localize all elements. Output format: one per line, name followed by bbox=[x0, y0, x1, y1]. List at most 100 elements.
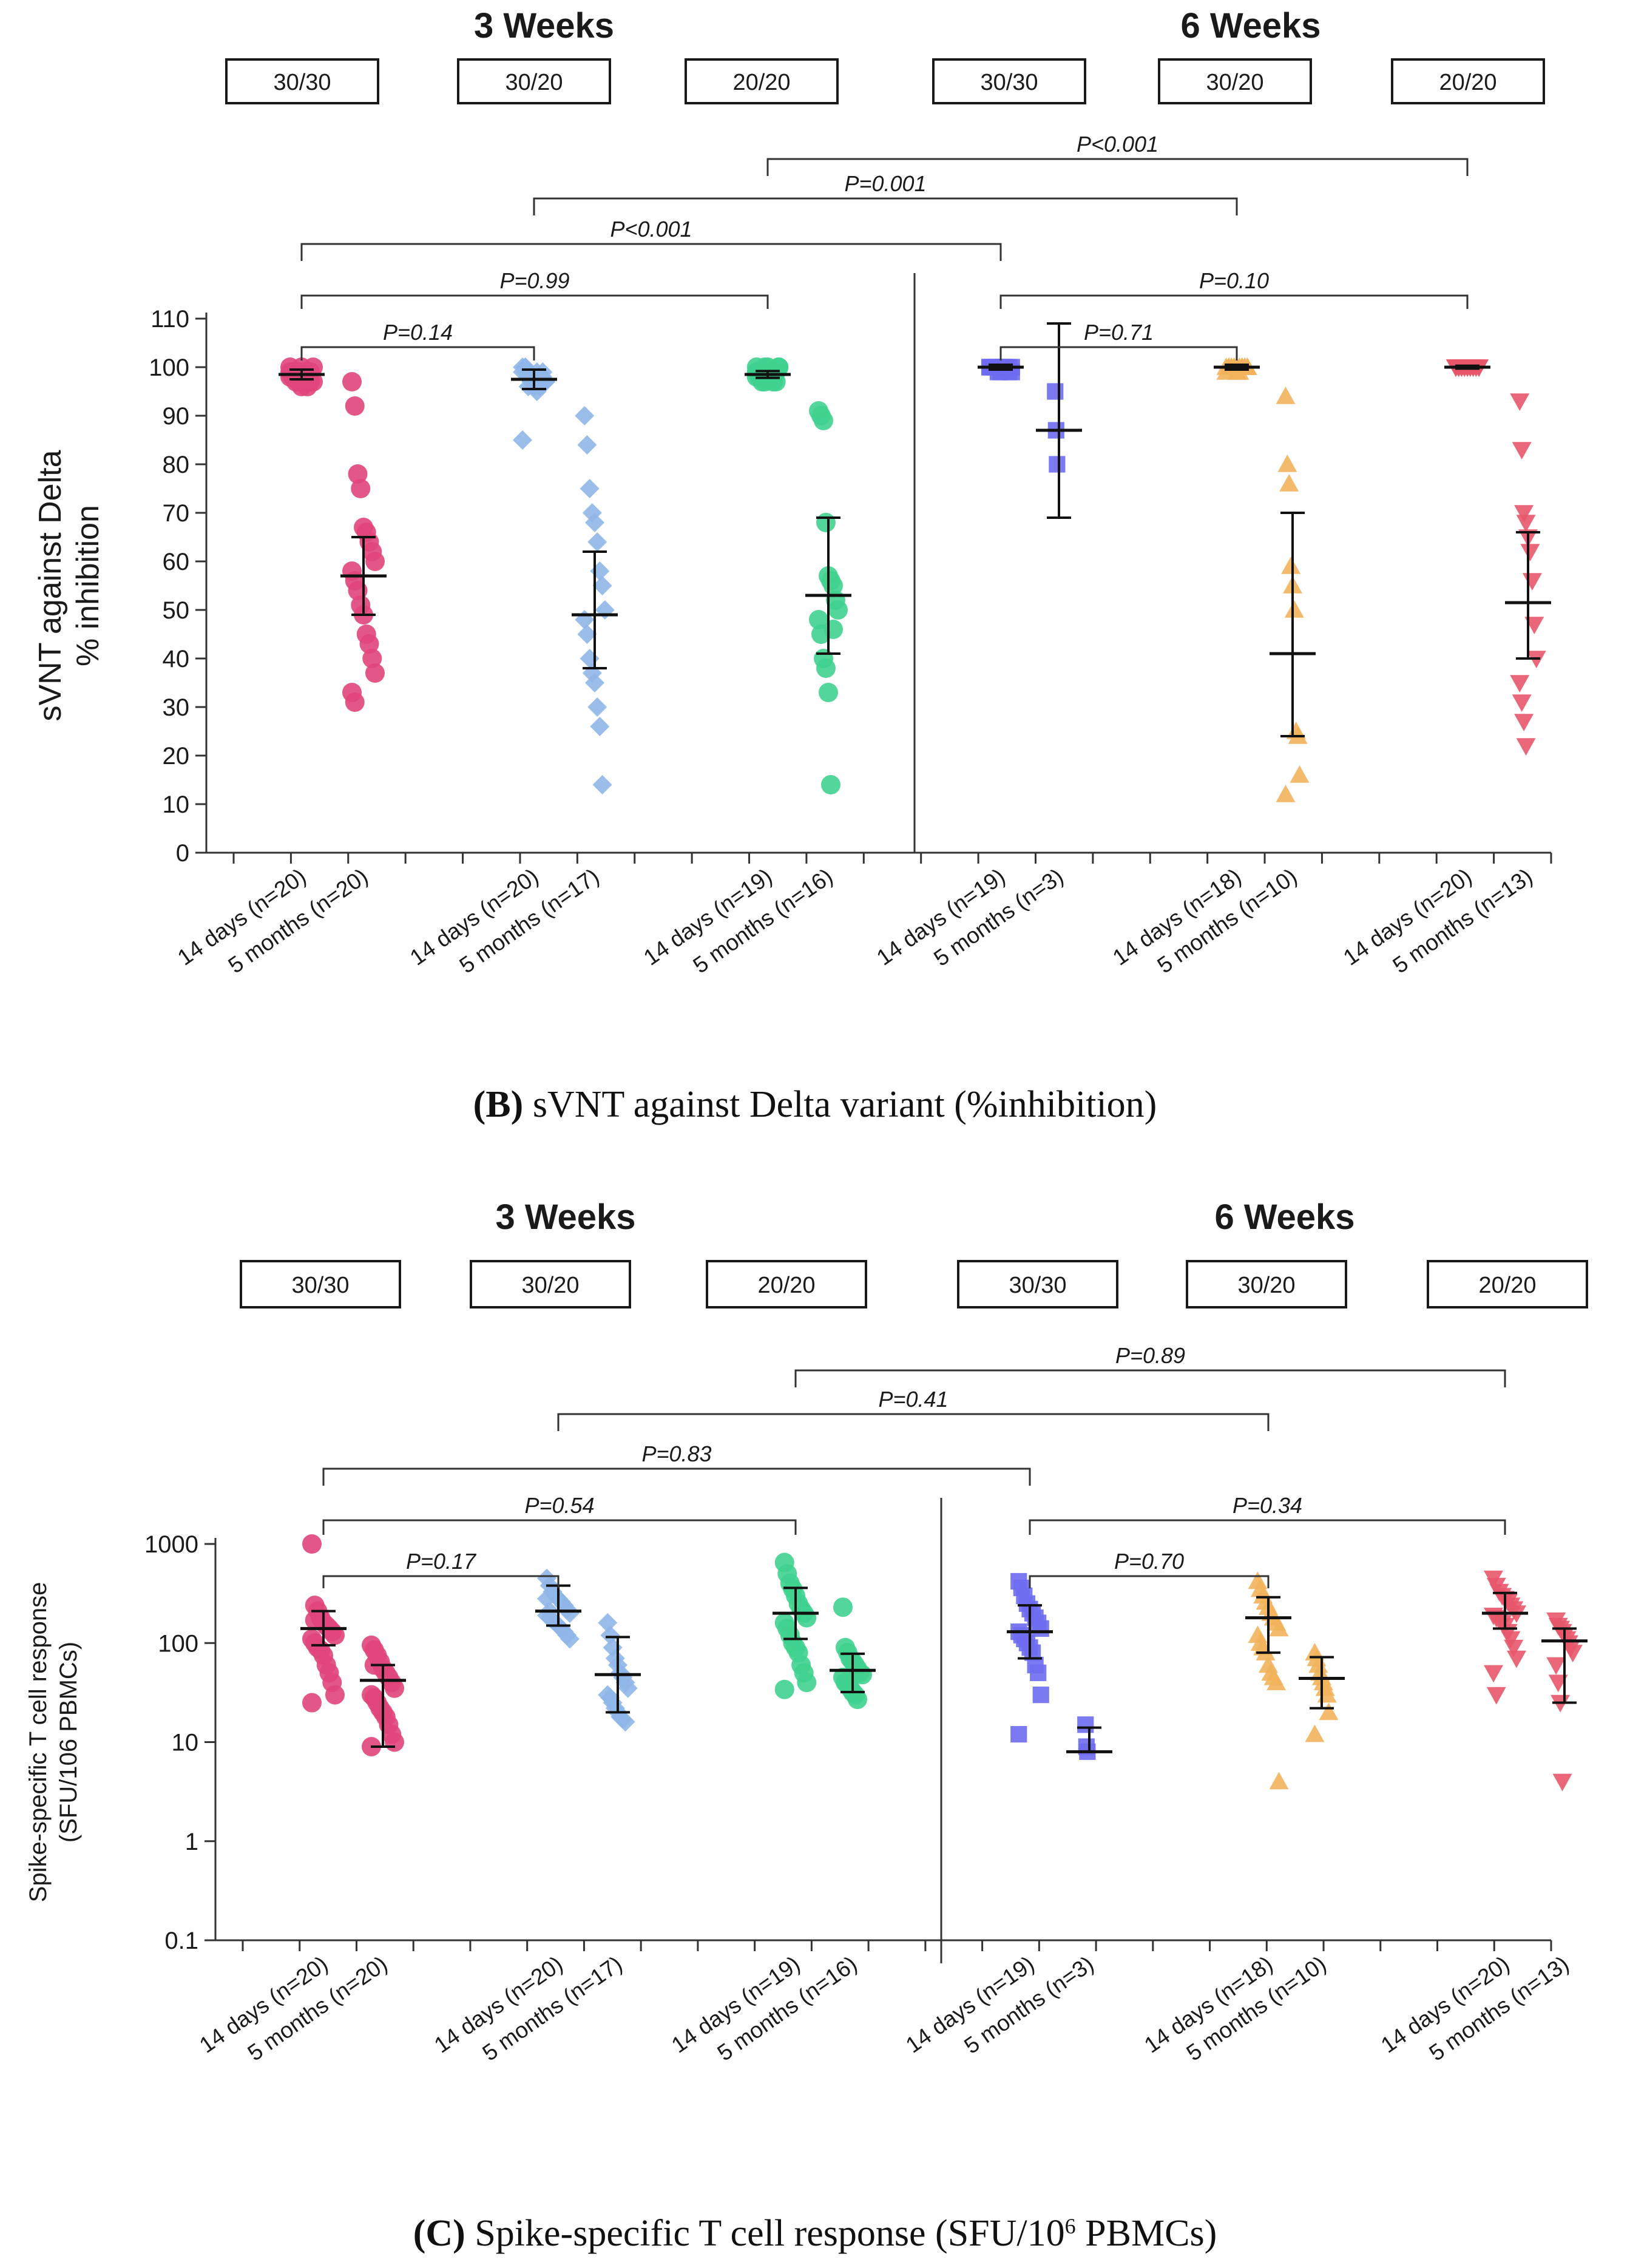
data-point bbox=[342, 372, 362, 391]
data-point bbox=[560, 1629, 580, 1649]
y-axis-label-line1: sVNT against Delta bbox=[33, 450, 68, 721]
figure-caption: (C) Spike-specific T cell response (SFU/… bbox=[413, 2213, 1217, 2254]
data-point bbox=[385, 1732, 404, 1752]
data-point bbox=[821, 775, 840, 794]
data-point bbox=[814, 411, 833, 430]
p-value-label: P=0.41 bbox=[878, 1387, 948, 1412]
data-point bbox=[774, 1679, 794, 1699]
p-value-label: P=0.17 bbox=[406, 1549, 477, 1574]
data-point bbox=[585, 513, 604, 532]
y-tick-label: 20 bbox=[163, 743, 190, 770]
data-point bbox=[1520, 544, 1540, 561]
data-point bbox=[590, 561, 610, 581]
data-point bbox=[1524, 617, 1544, 634]
significance-bracket bbox=[322, 1519, 797, 1535]
data-point bbox=[592, 775, 612, 794]
data-point bbox=[575, 610, 595, 629]
data-point bbox=[1279, 474, 1299, 492]
y-axis-label: Spike-specific T cell response (SFU/106 P… bbox=[25, 1582, 82, 1903]
data-point bbox=[1276, 785, 1296, 802]
caption-superscript: 6 bbox=[1065, 2214, 1076, 2238]
data-point bbox=[1277, 455, 1297, 472]
data-point bbox=[1522, 573, 1542, 591]
y-tick-label: 90 bbox=[163, 403, 190, 430]
data-point bbox=[1269, 1619, 1289, 1637]
significance-bracket bbox=[999, 346, 1238, 361]
data-point bbox=[1546, 1657, 1566, 1675]
p-value-label: P=0.99 bbox=[499, 268, 569, 293]
data-point bbox=[560, 1603, 580, 1623]
regimen-box bbox=[1391, 58, 1545, 104]
data-point bbox=[1514, 505, 1534, 523]
y-tick-label: 0 bbox=[176, 840, 189, 867]
week-title: 6 Weeks bbox=[1180, 6, 1321, 46]
regimen-box bbox=[1158, 58, 1312, 104]
p-value-label: P=0.14 bbox=[383, 320, 453, 345]
regimen-box bbox=[932, 58, 1086, 104]
data-point bbox=[1504, 1639, 1524, 1657]
data-point bbox=[1290, 765, 1310, 783]
y-axis-label: sVNT against Delta% inhibition bbox=[33, 450, 106, 721]
data-point bbox=[797, 1673, 817, 1693]
data-point bbox=[848, 1690, 867, 1710]
data-point bbox=[580, 649, 600, 668]
y-axis-label-line2: (SFU/106 PBMCs) bbox=[55, 1642, 82, 1843]
data-point bbox=[1563, 1645, 1583, 1663]
data-point bbox=[587, 532, 607, 552]
y-tick-label: 30 bbox=[163, 694, 190, 721]
significance-bracket bbox=[557, 1413, 1270, 1431]
y-tick-label: 70 bbox=[163, 500, 190, 527]
significance-bracket bbox=[794, 1369, 1506, 1387]
panel-b: 3 Weeks 6 Weeks 30/30 30/20 20/20 30/30 30/20 2… bbox=[33, 6, 1552, 1125]
data-point bbox=[1269, 1772, 1289, 1790]
data-point bbox=[595, 600, 615, 620]
y-tick-label: 50 bbox=[163, 597, 190, 624]
regimen-box bbox=[470, 1260, 631, 1308]
data-point bbox=[819, 683, 838, 702]
y-tick-label: 10 bbox=[172, 1730, 199, 1756]
week-title: 3 Weeks bbox=[474, 6, 614, 46]
y-tick-label: 10 bbox=[163, 791, 190, 818]
data-point bbox=[1552, 1773, 1572, 1792]
significance-bracket bbox=[300, 294, 769, 309]
significance-bracket bbox=[766, 158, 1469, 176]
y-tick-label: 110 bbox=[150, 306, 189, 333]
data-point bbox=[797, 1608, 817, 1628]
p-value-label: P=0.89 bbox=[1115, 1343, 1185, 1368]
panel-c: 3 Weeks 6 Weeks 30/30 30/20 20/20 30/30 30/20 2… bbox=[25, 1197, 1588, 2254]
data-point bbox=[816, 513, 836, 532]
data-point bbox=[577, 625, 597, 644]
p-value-label: P<0.001 bbox=[610, 217, 692, 242]
significance-bracket bbox=[322, 1467, 1031, 1486]
p-value-label: P=0.54 bbox=[524, 1493, 594, 1518]
significance-bracket bbox=[300, 243, 1002, 261]
regimen-box bbox=[225, 58, 379, 104]
y-tick-label: 100 bbox=[158, 1630, 198, 1657]
y-tick-label: 1000 bbox=[144, 1531, 198, 1558]
data-point bbox=[345, 692, 365, 712]
week-title: 6 Weeks bbox=[1214, 1197, 1354, 1237]
data-point bbox=[1077, 1716, 1094, 1733]
data-point bbox=[536, 372, 555, 391]
data-point bbox=[351, 479, 371, 498]
y-tick-label: 0.1 bbox=[164, 1928, 198, 1954]
regimen-box bbox=[1427, 1260, 1588, 1308]
regimen-label: 30/30 bbox=[1009, 1273, 1066, 1298]
data-point bbox=[1512, 694, 1532, 712]
regimen-box bbox=[706, 1260, 867, 1308]
regimen-label: 20/20 bbox=[1478, 1273, 1536, 1298]
data-point bbox=[585, 673, 604, 692]
data-point bbox=[1510, 675, 1530, 692]
regimen-label: 30/20 bbox=[521, 1273, 579, 1298]
data-point bbox=[823, 620, 843, 639]
data-point bbox=[587, 697, 607, 717]
data-point bbox=[1319, 1702, 1339, 1721]
data-point bbox=[1512, 442, 1532, 459]
data-point bbox=[1030, 1664, 1047, 1681]
data-point bbox=[580, 479, 600, 498]
data-point bbox=[302, 1534, 322, 1554]
data-point bbox=[1484, 1665, 1503, 1683]
significance-bracket bbox=[1029, 1575, 1270, 1588]
regimen-box bbox=[1186, 1260, 1347, 1308]
